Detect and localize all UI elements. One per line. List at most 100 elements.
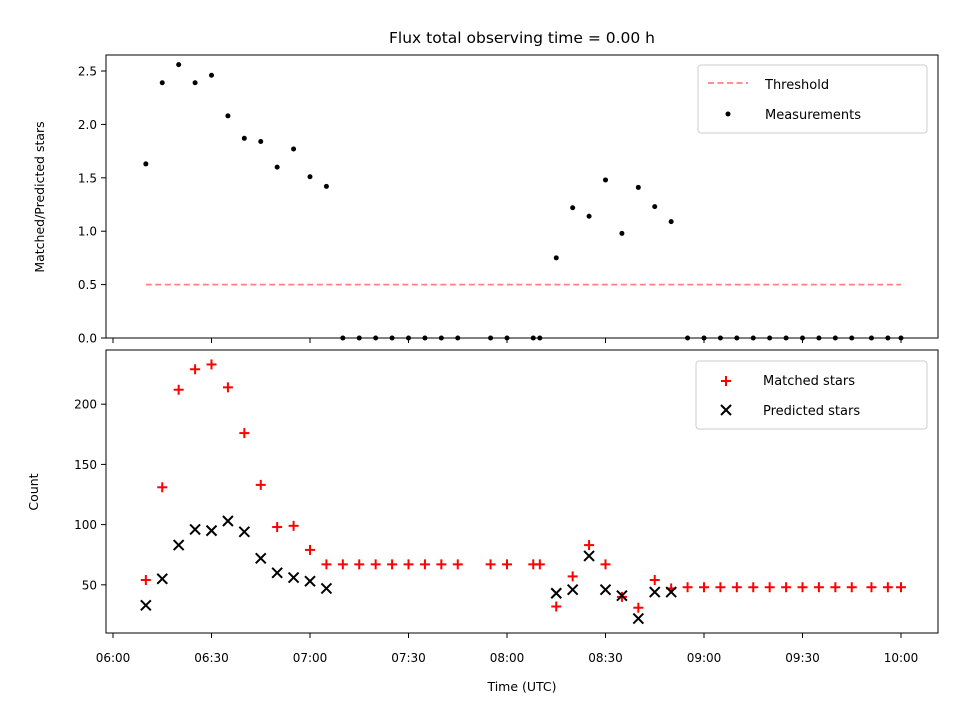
matched-star-point: [534, 559, 545, 570]
bottom-y-axis-label: Count: [26, 473, 41, 510]
bottom-legend: Matched stars Predicted stars: [695, 360, 928, 430]
top-y-tick-label: 1.5: [78, 171, 97, 185]
matched-star-point: [813, 582, 824, 593]
matched-star-point: [288, 520, 299, 531]
measurement-point: [258, 139, 264, 145]
bottom-y-tick-label: 100: [74, 518, 97, 532]
measurement-point: [323, 183, 329, 189]
bottom-y-ticks: 50 100 150 200: [74, 398, 106, 592]
matched-star-point: [502, 559, 512, 570]
measurement-point: [176, 62, 182, 68]
matched-star-point: [305, 544, 315, 555]
predicted-star-point: [320, 582, 333, 595]
predicted-star-point: [156, 573, 168, 585]
bottom-y-tick-label: 50: [82, 578, 97, 592]
matched-star-point: [866, 582, 877, 593]
matched-star-point: [157, 482, 168, 493]
top-chart-title: Flux total observing time = 0.00 h: [389, 29, 655, 47]
matched-star-point: [649, 575, 660, 586]
predicted-star-point: [632, 612, 645, 625]
top-y-tick-label: 2.0: [78, 118, 97, 132]
measurement-point: [192, 80, 198, 86]
matched-star-point: [436, 559, 447, 570]
measurement-point: [209, 72, 214, 78]
legend-threshold-label: Threshold: [764, 78, 829, 93]
predicted-star-point: [189, 523, 201, 536]
measurement-point: [619, 230, 625, 236]
top-panel-frame: [105, 54, 939, 339]
top-y-tick-label: 1.0: [78, 225, 97, 239]
matched-star-point: [387, 559, 398, 570]
predicted-star-point: [616, 589, 628, 602]
matched-star-point: [600, 559, 611, 570]
matched-star-point: [682, 582, 693, 593]
matched-star-point: [567, 571, 578, 582]
matched-star-point: [140, 575, 151, 586]
predicted-star-point: [665, 586, 677, 598]
predicted-star-point: [255, 552, 267, 565]
predicted-star-point: [287, 571, 300, 584]
matched-star-point: [255, 479, 266, 490]
top-y-tick-label: 0.0: [78, 332, 97, 346]
top-legend-box: [697, 64, 928, 134]
bottom-x-tick-label: 08:00: [490, 651, 525, 665]
matched-star-point: [190, 364, 201, 375]
bottom-x-ticks: 06:00 06:30 07:00 07:30 08:00 08:30 09:00 09:30…: [96, 633, 918, 665]
matched-star-point: [797, 582, 808, 593]
matched-star-point: [882, 582, 893, 593]
top-panel: 0.0 0.5 1.0 1.5 2.0 2.5 Matched/Predicted sta…: [32, 54, 939, 346]
matched-star-point: [419, 559, 430, 570]
bottom-y-tick-label: 200: [74, 398, 97, 412]
predicted-star-point: [649, 586, 661, 598]
measurement-point: [307, 174, 313, 180]
predicted-star-point: [550, 587, 562, 599]
measurement-point: [143, 161, 149, 167]
measurement-point: [274, 164, 280, 170]
matched-star-point: [781, 582, 792, 593]
matched-stars-series: [140, 359, 906, 613]
matched-star-point: [354, 559, 365, 570]
predicted-star-point: [599, 583, 612, 596]
matched-star-point: [551, 601, 562, 612]
matched-star-point: [272, 522, 283, 533]
measurement-point: [603, 177, 608, 183]
measurement-point: [241, 135, 247, 141]
legend-measurements-label: Measurements: [765, 108, 861, 123]
matched-star-point: [715, 582, 726, 593]
top-y-ticks: 0.0 0.5 1.0 1.5 2.0 2.5: [78, 65, 106, 346]
matched-star-point: [370, 559, 381, 570]
matched-star-point: [731, 582, 742, 593]
top-legend: Threshold Measurements: [697, 64, 928, 134]
bottom-x-tick-label: 07:00: [293, 651, 328, 665]
predicted-star-point: [140, 599, 152, 612]
predicted-stars-series: [140, 515, 677, 625]
bottom-x-axis-label: Time (UTC): [486, 679, 556, 694]
matched-star-point: [633, 602, 644, 613]
matched-star-point: [321, 559, 332, 570]
matched-star-point: [337, 559, 348, 570]
measurement-point: [159, 80, 165, 86]
predicted-star-point: [172, 539, 185, 551]
predicted-star-point: [205, 524, 218, 537]
top-y-axis-label: Matched/Predicted stars: [32, 121, 47, 272]
bottom-x-tick-label: 09:00: [687, 651, 722, 665]
matched-star-point: [222, 382, 233, 393]
measurement-point: [668, 219, 674, 225]
matched-star-point: [846, 582, 857, 593]
matched-star-point: [452, 559, 463, 570]
predicted-star-point: [583, 550, 595, 562]
matched-star-point: [173, 384, 184, 395]
bottom-panel: 50 100 150 200 06:00 06:30 07:00 07:30 08:00 08:…: [26, 349, 939, 694]
top-y-tick-label: 2.5: [78, 65, 97, 79]
measurement-point: [570, 205, 576, 211]
predicted-star-point: [271, 567, 283, 579]
bottom-legend-box: [695, 360, 928, 430]
matched-star-point: [239, 428, 250, 439]
measurement-point: [225, 113, 231, 119]
bottom-x-tick-label: 08:30: [588, 651, 623, 665]
predicted-star-point: [304, 575, 316, 587]
matched-star-point: [896, 582, 906, 593]
predicted-star-point: [222, 515, 234, 527]
matched-star-point: [764, 582, 775, 593]
